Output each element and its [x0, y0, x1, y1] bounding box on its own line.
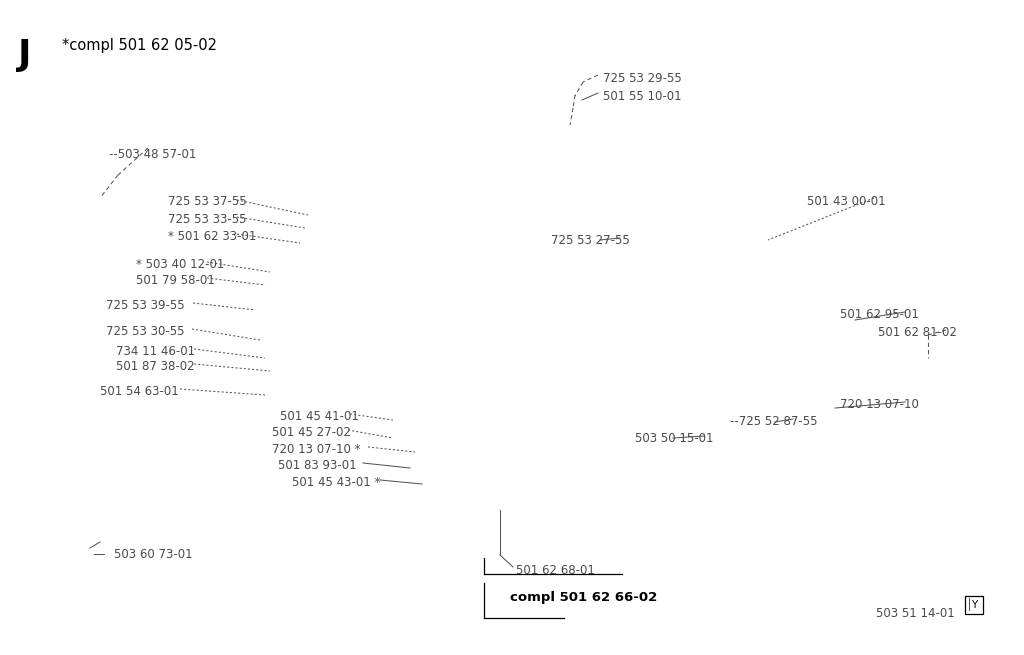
Text: 501 45 41-01: 501 45 41-01 — [280, 410, 358, 423]
Text: 501 45 43-01 *: 501 45 43-01 * — [292, 476, 380, 489]
Text: 725 53 33-55: 725 53 33-55 — [168, 213, 247, 226]
Text: 720 13 07-10 *: 720 13 07-10 * — [272, 443, 360, 456]
Text: 501 87 38-02: 501 87 38-02 — [116, 360, 195, 373]
Text: 501 62 68-01: 501 62 68-01 — [516, 564, 595, 577]
Text: 501 62 81-02: 501 62 81-02 — [878, 326, 956, 339]
Text: 501 45 27-02: 501 45 27-02 — [272, 426, 351, 439]
Text: J: J — [18, 38, 32, 72]
Text: 501 79 58-01: 501 79 58-01 — [136, 274, 215, 287]
Text: Y: Y — [971, 600, 977, 610]
Text: —: — — [92, 548, 104, 561]
Text: * 503 40 12-01: * 503 40 12-01 — [136, 258, 224, 271]
Text: 501 83 93-01: 501 83 93-01 — [278, 459, 356, 472]
Text: 501 55 10-01: 501 55 10-01 — [603, 90, 682, 103]
Text: 725 53 27-55: 725 53 27-55 — [551, 234, 630, 247]
Text: 725 53 37-55: 725 53 37-55 — [168, 195, 247, 208]
Text: --725 52 87-55: --725 52 87-55 — [730, 415, 817, 428]
Text: compl 501 62 66-02: compl 501 62 66-02 — [510, 591, 657, 604]
Text: 501 62 95-01: 501 62 95-01 — [840, 308, 919, 321]
Bar — [965, 596, 983, 614]
Text: 503 50 15-01: 503 50 15-01 — [635, 432, 714, 445]
Text: --503 48 57-01: --503 48 57-01 — [109, 148, 197, 161]
Text: 501 54 63-01: 501 54 63-01 — [100, 385, 179, 398]
Text: *compl 501 62 05-02: *compl 501 62 05-02 — [62, 38, 217, 53]
Text: 501 43 00-01: 501 43 00-01 — [807, 195, 886, 208]
Text: * 501 62 33-01: * 501 62 33-01 — [168, 230, 256, 243]
Text: 734 11 46-01: 734 11 46-01 — [116, 345, 196, 358]
Text: 503 51 14-01: 503 51 14-01 — [876, 607, 954, 620]
Text: 725 53 39-55: 725 53 39-55 — [106, 299, 184, 312]
Text: 725 53 29-55: 725 53 29-55 — [603, 72, 682, 85]
Text: 720 13 07-10: 720 13 07-10 — [840, 398, 919, 411]
Text: 725 53 30-55: 725 53 30-55 — [106, 325, 184, 338]
Text: 503 60 73-01: 503 60 73-01 — [114, 548, 193, 561]
